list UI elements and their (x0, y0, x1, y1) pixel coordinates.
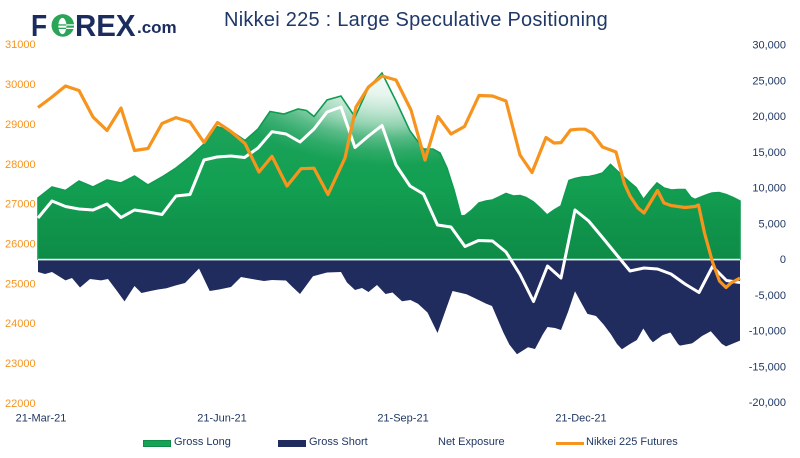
svg-text:25,000: 25,000 (752, 75, 786, 87)
svg-text:-5,000: -5,000 (755, 290, 786, 302)
svg-text:-10,000: -10,000 (749, 326, 786, 338)
svg-text:28000: 28000 (5, 159, 36, 171)
svg-text:31000: 31000 (5, 39, 36, 51)
svg-text:-20,000: -20,000 (749, 397, 786, 409)
svg-text:20,000: 20,000 (752, 111, 786, 123)
svg-text:-15,000: -15,000 (749, 361, 786, 373)
svg-text:15,000: 15,000 (752, 147, 786, 159)
svg-text:25000: 25000 (5, 278, 36, 290)
svg-text:26000: 26000 (5, 238, 36, 250)
svg-text:27000: 27000 (5, 199, 36, 211)
svg-text:30,000: 30,000 (752, 40, 786, 52)
svg-text:10,000: 10,000 (752, 183, 786, 195)
svg-text:24000: 24000 (5, 318, 36, 330)
svg-text:0: 0 (780, 254, 786, 266)
svg-text:21-Jun-21: 21-Jun-21 (197, 413, 247, 425)
svg-text:22000: 22000 (5, 398, 36, 410)
svg-text:30000: 30000 (5, 79, 36, 91)
svg-text:21-Mar-21: 21-Mar-21 (16, 413, 67, 425)
svg-text:5,000: 5,000 (758, 218, 786, 230)
svg-text:29000: 29000 (5, 119, 36, 131)
svg-text:21-Dec-21: 21-Dec-21 (555, 413, 606, 425)
svg-text:23000: 23000 (5, 358, 36, 370)
svg-text:21-Sep-21: 21-Sep-21 (377, 413, 428, 425)
